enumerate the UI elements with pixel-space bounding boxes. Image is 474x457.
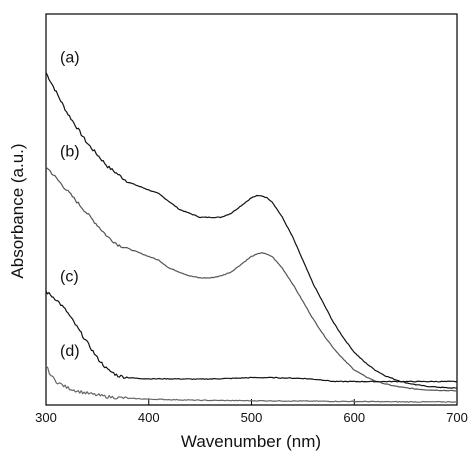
x-axis-ticks: 300 400 500 600 700 xyxy=(35,399,468,425)
series-label-c: (c) xyxy=(60,269,79,286)
series-label-a: (a) xyxy=(60,50,80,67)
x-axis-title: Wavenumber (nm) xyxy=(181,432,321,451)
series-label-d: (d) xyxy=(60,343,80,360)
series-labels: (a) (b) (c) (d) xyxy=(60,50,80,360)
series-line-d xyxy=(45,365,458,403)
series-line-c xyxy=(45,290,458,383)
x-tick-label-400: 400 xyxy=(138,410,160,425)
plot-frame xyxy=(45,13,458,406)
x-tick-label-700: 700 xyxy=(446,410,468,425)
x-tick-label-500: 500 xyxy=(241,410,263,425)
series-line-a xyxy=(45,72,458,389)
series-line-b xyxy=(45,166,458,392)
series-label-b: (b) xyxy=(60,143,80,160)
x-tick-label-300: 300 xyxy=(35,410,57,425)
y-axis-title: Absorbance (a.u.) xyxy=(8,143,27,278)
x-tick-label-600: 600 xyxy=(343,410,365,425)
series-lines xyxy=(45,72,458,403)
